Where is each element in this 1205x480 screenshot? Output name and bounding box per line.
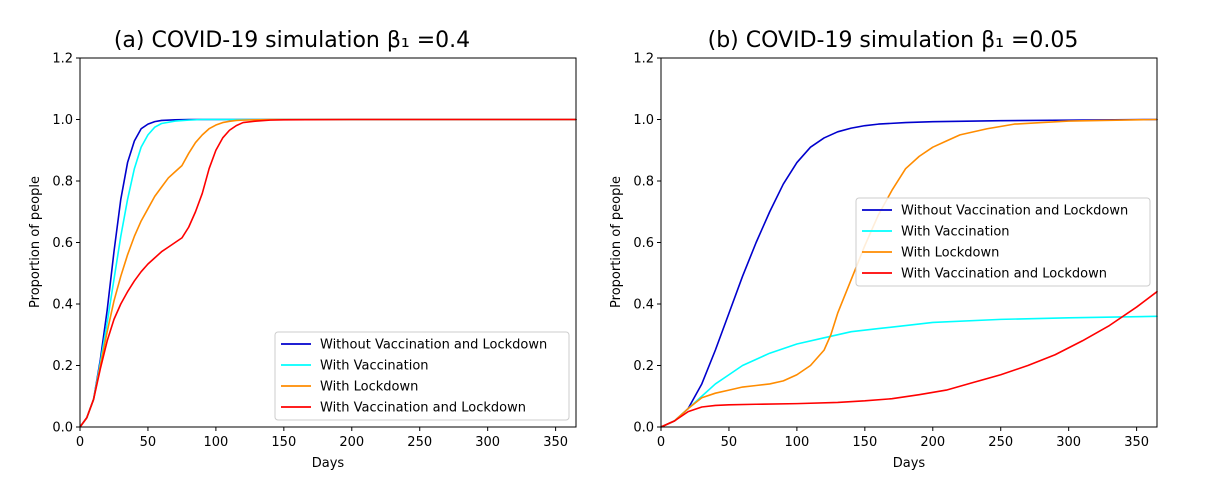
panel-a-x-tick-label-5: 250 [407,435,432,450]
panel-b-x-tick-label-2: 100 [784,435,809,450]
panel-b-x-tick-label-4: 200 [920,435,945,450]
panel-b-x-ticks: 0 50 100 150 200 250 300 350 [657,427,1149,450]
panel-b-y-tick-label-1: 0.2 [633,359,654,374]
panel-b-legend-label-3: With Vaccination and Lockdown [901,267,1107,282]
panel-b-x-tick-label-3: 150 [852,435,877,450]
panel-a-legend-label-0: Without Vaccination and Lockdown [320,338,547,353]
panel-b-legend-label-1: With Vaccination [901,225,1010,240]
panel-b-legend-label-2: With Lockdown [901,246,999,261]
panel-b-y-ticks: 0.0 0.2 0.4 0.6 0.8 1.0 1.2 [633,52,661,436]
panel-b-y-tick-label-6: 1.2 [633,52,654,67]
panel-a-x-tick-label-6: 300 [475,435,500,450]
panel-b-legend: Without Vaccination and Lockdown With Vac… [855,197,1151,287]
panel-b: (b) COVID-19 simulation β₁ =0.05 0 50 100 1… [609,28,1158,471]
panel-b-y-tick-label-2: 0.4 [633,298,654,313]
panel-a-x-tick-label-4: 200 [339,435,364,450]
panel-a-x-tick-label-0: 0 [76,435,84,450]
panel-a-legend-box [274,331,570,421]
panel-b-series-line-3 [660,290,1158,428]
panel-b-series-line-2 [660,118,1158,428]
panel-a-title: (a) COVID-19 simulation β₁ =0.4 [114,28,470,53]
panel-b-y-tick-label-5: 1.0 [633,113,654,128]
panel-a-y-tick-label-0: 0.0 [52,421,73,436]
panel-a-x-label: Days [312,456,345,471]
panel-b-series-line-1 [660,315,1158,428]
panel-b-x-tick-label-5: 250 [988,435,1013,450]
panel-b-x-tick-label-0: 0 [657,435,665,450]
panel-a-legend: Without Vaccination and Lockdown With Vac… [274,331,570,421]
panel-a-y-ticks: 0.0 0.2 0.4 0.6 0.8 1.0 1.2 [52,52,80,436]
panel-a-y-tick-label-5: 1.0 [52,113,73,128]
panel-a-series-line-2 [79,118,577,428]
panel-a-legend-label-1: With Vaccination [320,359,429,374]
panel-b-y-tick-label-0: 0.0 [633,421,654,436]
panel-b-y-tick-label-4: 0.8 [633,175,654,190]
panel-a-x-tick-label-2: 100 [203,435,228,450]
panel-a-y-tick-label-4: 0.8 [52,175,73,190]
panel-b-y-tick-label-3: 0.6 [633,236,654,251]
panel-b-x-label: Days [893,456,926,471]
panel-a-y-tick-label-1: 0.2 [52,359,73,374]
panel-b-x-tick-label-1: 50 [721,435,738,450]
panel-b-x-tick-label-6: 300 [1056,435,1081,450]
panel-a: (a) COVID-19 simulation β₁ =0.4 0 50 100 15… [28,28,577,471]
panel-a-y-tick-label-3: 0.6 [52,236,73,251]
panel-a-x-tick-label-3: 150 [271,435,296,450]
panel-a-x-tick-label-7: 350 [543,435,568,450]
panel-a-legend-label-2: With Lockdown [320,380,418,395]
panel-b-series-line-0 [660,118,1158,428]
panel-b-y-label: Proportion of people [609,176,624,308]
panel-a-series-line-3 [79,118,577,428]
panel-b-x-tick-label-7: 350 [1124,435,1149,450]
panel-a-y-tick-label-6: 1.2 [52,52,73,67]
panel-b-legend-label-0: Without Vaccination and Lockdown [901,204,1128,219]
panel-a-lines [79,118,577,428]
panel-a-y-tick-label-2: 0.4 [52,298,73,313]
panel-a-x-ticks: 0 50 100 150 200 250 300 350 [76,427,568,450]
panel-b-lines [660,118,1158,428]
panel-b-title: (b) COVID-19 simulation β₁ =0.05 [708,28,1079,53]
panel-a-y-label: Proportion of people [28,176,43,308]
panel-b-legend-box [855,197,1151,287]
panel-a-x-tick-label-1: 50 [140,435,157,450]
panel-a-legend-label-3: With Vaccination and Lockdown [320,401,526,416]
